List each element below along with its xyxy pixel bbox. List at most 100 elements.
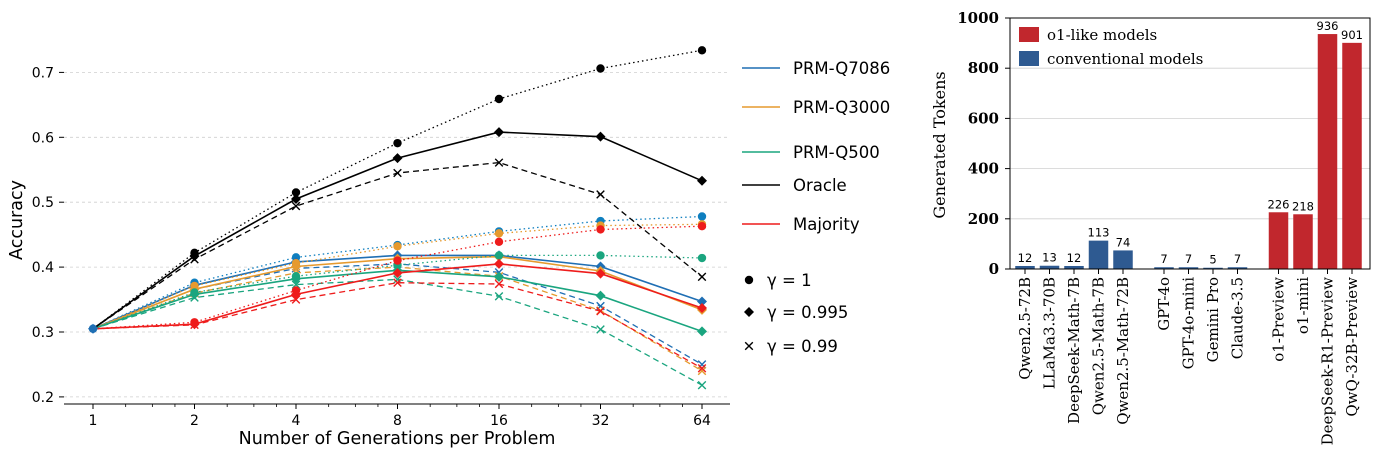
x-tick-label-qwen2-5-math-7b: Qwen2.5-Math-7B: [1090, 277, 1108, 415]
point-oracle-gamma-1-4: [291, 188, 301, 197]
bar-gemini-pro: [1203, 267, 1223, 269]
x-tick-label-qwen2-5-math-72b: Qwen2.5-Math-72B: [1114, 277, 1132, 425]
legend-marker-diamond: [744, 307, 754, 317]
bar-gpt-4o: [1154, 267, 1174, 269]
plot-frame: [1009, 17, 1371, 270]
value-label-llama3-3-70b: 13: [1042, 251, 1057, 265]
legend-swatch-conventional-models: [1019, 51, 1039, 66]
legend-swatch-o1-like-models: [1019, 27, 1039, 42]
y-tick-label: 0.5: [32, 195, 54, 211]
x-tick-label-o1-preview: o1-Preview: [1270, 277, 1288, 362]
point-prm-q500-gamma-0-99-2: [190, 293, 199, 302]
point-majority-gamma-0-995-64: [697, 302, 707, 313]
legend-gamma-label-2: γ = 0.99: [767, 337, 838, 356]
legend-label-conventional-models: conventional models: [1047, 50, 1203, 68]
y-tick-label: 0.3: [32, 325, 54, 341]
x-tick-label-gpt-4o: GPT-4o: [1155, 277, 1173, 331]
x-tick-label-gpt-4o-mini: GPT-4o-mini: [1180, 277, 1198, 370]
point-majority-gamma-0-99-16: [494, 279, 504, 289]
point-prm-q3000-gamma-0-995-4: [291, 261, 301, 272]
point-prm-q7086-gamma-1-64: [697, 212, 707, 221]
bar-llama3-3-70b: [1039, 265, 1060, 269]
point-oracle-gamma-0-99-8: [393, 168, 402, 178]
point-prm-q500-gamma-1-32: [596, 251, 605, 260]
legend-label-prm-q500: PRM-Q500: [793, 143, 880, 162]
legend-label-prm-q3000: PRM-Q3000: [793, 98, 890, 117]
point-prm-q7086-gamma-0-99-64: [697, 360, 707, 369]
point-oracle-gamma-0-995-16: [494, 127, 504, 138]
value-label-qwen2-5-math-72b: 74: [1116, 235, 1131, 249]
series-line-majority-gamma-0-99: [92, 282, 703, 369]
x-tick-label: 2: [190, 413, 199, 429]
y-axis-label: Accuracy: [7, 180, 27, 260]
point-prm-q500-gamma-0-995-32: [595, 290, 606, 301]
point-oracle-gamma-1-8: [393, 138, 402, 148]
value-label-gemini-pro: 5: [1209, 253, 1216, 267]
x-tick-label: 4: [292, 413, 301, 429]
point-majority-gamma-0-995-16: [494, 258, 504, 269]
y-tick-label: 200: [968, 210, 999, 228]
bar-deepseek-r1-preview: [1317, 34, 1338, 270]
point-prm-q500-gamma-0-995-64: [697, 326, 707, 337]
bar-qwen2-5-math-72b: [1113, 250, 1133, 269]
point-majority-gamma-0-99-4: [291, 295, 301, 304]
value-label-o1-preview: 226: [1268, 197, 1290, 211]
y-axis-label: Generated Tokens: [930, 71, 949, 218]
bar-claude-3-5: [1227, 267, 1248, 269]
point-oracle-gamma-0-995-8: [392, 153, 403, 164]
point-majority-gamma-1-64: [697, 222, 707, 231]
y-tick-label: 0.4: [32, 260, 54, 276]
value-label-deepseek-math-7b: 12: [1067, 251, 1082, 265]
point-majority-gamma-1-16: [494, 237, 504, 246]
legend-label-oracle: Oracle: [793, 176, 847, 195]
point-majority-gamma-0-99-32: [596, 306, 605, 316]
legend-label-o1-like-models: o1-like models: [1047, 26, 1157, 44]
point-oracle-gamma-0-99-4: [291, 201, 301, 211]
point-majority-gamma-1-32: [596, 225, 605, 234]
value-label-gpt-4o: 7: [1160, 252, 1167, 266]
y-tick-label: 0.6: [32, 130, 54, 146]
x-tick-label-deepseek-math-7b: DeepSeek-Math-7B: [1065, 277, 1083, 424]
point-prm-q500-gamma-1-64: [697, 253, 707, 263]
bar-deepseek-math-7b: [1064, 265, 1084, 269]
point-prm-q3000-gamma-0-99-64: [697, 366, 707, 376]
point-prm-q500-gamma-0-99-64: [697, 380, 707, 390]
value-label-o1-mini: 218: [1292, 199, 1314, 213]
point-prm-q500-gamma-0-995-2: [189, 289, 200, 300]
point-oracle-gamma-0-99-16: [494, 158, 504, 167]
x-tick-label: 32: [592, 413, 610, 429]
value-label-gpt-4o-mini: 7: [1185, 252, 1192, 266]
legend-gamma-label-1: γ = 0.995: [767, 303, 848, 322]
value-label-qwq-32b-preview: 901: [1341, 28, 1363, 42]
y-tick-label: 0.2: [32, 390, 54, 406]
point-prm-q3000-gamma-1-16: [494, 229, 504, 238]
point-majority-gamma-0-995-32: [595, 268, 606, 279]
y-tick-label: 400: [968, 160, 999, 178]
x-tick-label-deepseek-r1-preview: DeepSeek-R1-Preview: [1319, 277, 1337, 446]
x-tick-label: 64: [693, 413, 711, 429]
y-tick-label: 0: [989, 260, 999, 278]
accuracy-line-chart: 1 2 4 8 16 32 64 0.2 0.3 0.4 0.5 0.6 0.7 Number of …: [7, 46, 890, 449]
point-prm-q7086-gamma-0-995-64: [697, 296, 707, 307]
value-label-claude-3-5: 7: [1234, 252, 1241, 266]
x-tick-label-o1-mini: o1-mini: [1294, 277, 1312, 334]
y-tick-label: 800: [968, 59, 999, 77]
x-tick-label-gemini-pro: Gemini Pro: [1204, 277, 1222, 362]
y-tick-label: 1000: [957, 9, 999, 27]
y-tick-label: 600: [968, 109, 999, 127]
x-tick-label: 1: [89, 413, 98, 429]
point-majority-gamma-0-99-2: [190, 320, 199, 330]
point-majority-gamma-0-99-64: [697, 364, 707, 373]
value-label-qwen2-5-72b: 12: [1018, 251, 1033, 265]
bar-o1-mini: [1293, 214, 1313, 269]
x-tick-label: 8: [393, 413, 402, 429]
x-tick-label-llama3-3-70b: LLaMa3.3-70B: [1041, 277, 1059, 389]
x-tick-label-claude-3-5: Claude-3.5: [1229, 277, 1247, 359]
value-label-deepseek-r1-preview: 936: [1317, 19, 1339, 33]
point-oracle-gamma-1-32: [596, 64, 605, 73]
point-oracle-gamma-0-995-64: [697, 175, 707, 186]
bar-o1-preview: [1268, 212, 1289, 269]
bar-qwq-32b-preview: [1342, 42, 1362, 269]
